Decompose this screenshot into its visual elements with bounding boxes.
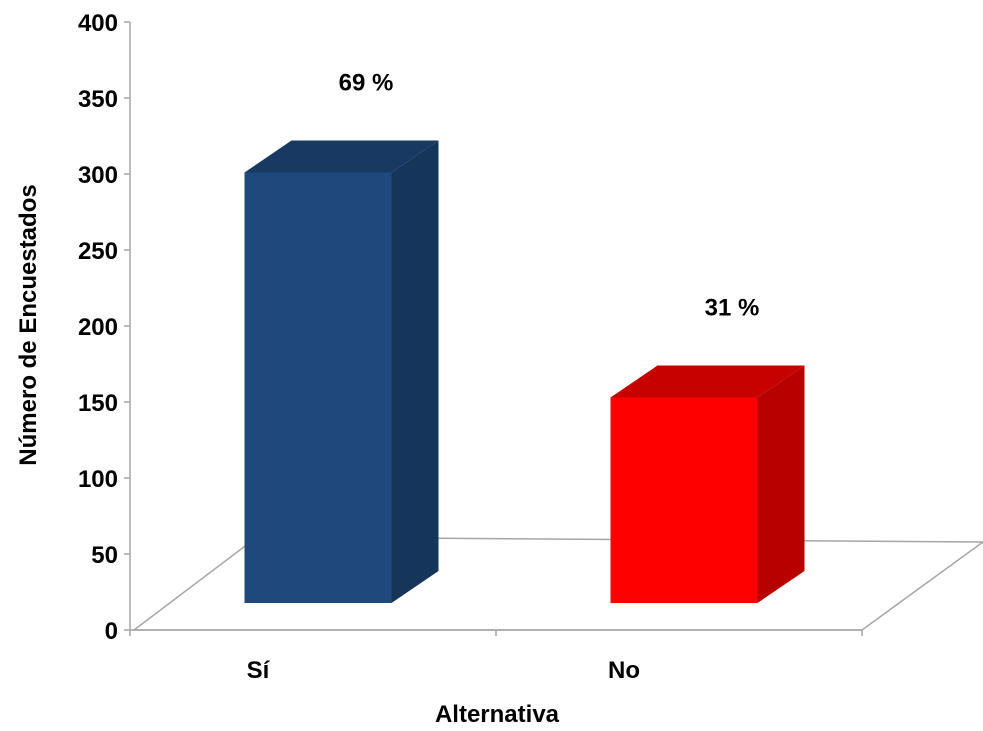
data-label: 69 % (339, 70, 394, 97)
y-tick-label: 300 (78, 162, 118, 189)
bar-no (610, 365, 805, 603)
y-tick-label: 250 (78, 238, 118, 265)
x-tick-label: Sí (247, 657, 271, 684)
bar-top-face (610, 365, 805, 398)
y-axis-title: Número de Encuestados (15, 184, 42, 465)
x-axis-title: Alternativa (435, 701, 560, 728)
bar-si (244, 140, 439, 603)
y-tick-label: 400 (78, 10, 118, 37)
bar-side-face (757, 365, 805, 603)
bar-top-face (244, 140, 439, 173)
y-tick-label: 350 (78, 86, 118, 113)
bar-front-face (244, 172, 392, 603)
y-tick-label: 100 (78, 466, 118, 493)
y-tick-label: 0 (105, 618, 118, 645)
y-tick-label: 200 (78, 314, 118, 341)
bar-front-face (610, 397, 758, 603)
y-tick-label: 150 (78, 390, 118, 417)
x-tick-label: No (608, 657, 640, 684)
data-label: 31 % (705, 295, 760, 322)
bar-side-face (391, 140, 439, 603)
y-tick-label: 50 (91, 542, 118, 569)
